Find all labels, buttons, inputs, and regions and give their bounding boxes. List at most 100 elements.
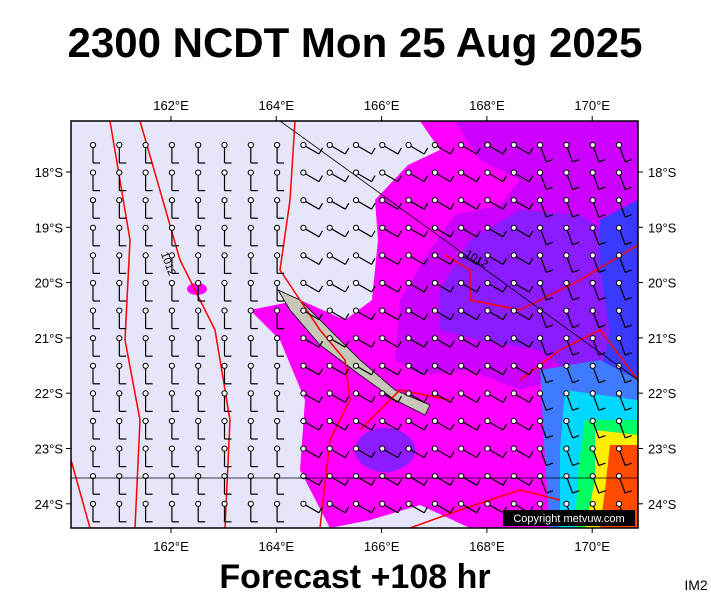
barb-station [247,445,254,452]
barb-flag [423,396,429,403]
barb-station [168,252,175,259]
barb-station [168,279,175,287]
barb-station [116,224,123,231]
barb-flag [572,158,580,163]
barb-flag [598,324,606,329]
barb-flag [449,147,455,155]
barb-station [484,362,491,369]
barb-station [221,169,228,176]
barb-station [510,473,517,480]
barb-station [589,169,596,176]
barb-flag [371,313,376,320]
barb-flag [423,451,429,458]
x-tick-label: 168°E [469,539,505,554]
barb-station [537,279,544,287]
barb-flag [502,368,508,376]
barb-station [537,500,544,507]
barb-station [537,417,544,425]
barb-station [221,224,228,231]
barb-station [484,335,491,342]
barb-flag [344,396,350,403]
barb-station [405,390,412,397]
barb-station [537,141,544,149]
barb-station [195,197,202,204]
barb-station [247,335,254,342]
barb-flag [449,368,455,376]
barb-station [116,335,123,342]
barb-flag [371,451,376,458]
barb-flag [397,340,402,348]
y-tick-label: 18°S [35,165,64,180]
y-tick-label: 24°S [648,497,677,512]
barb-flag [546,158,554,163]
barb-station [300,224,307,231]
barb-station [510,197,517,204]
barb-station [142,390,149,397]
barb-flag [423,230,429,238]
barb-station [142,417,149,425]
barb-station [379,362,386,369]
barb-station [89,307,97,314]
barb-station [168,307,175,314]
barb-station [352,417,360,425]
barb-flag [598,434,606,439]
barb-flag [476,340,481,348]
barb-station [326,169,333,176]
barb-station [589,252,596,259]
barb-station [537,252,544,259]
barb-flag [546,241,554,246]
barb-flag [318,147,324,155]
barb-flag [371,175,376,182]
barb-station [510,445,517,452]
barb-station [458,390,465,397]
barb-station [89,169,97,176]
barb-station [379,141,386,149]
barb-station [484,169,491,176]
barb-flag [528,423,534,431]
barb-flag [397,202,402,210]
barb-station [405,197,412,204]
barb-station [379,197,386,204]
barb-flag [572,407,580,411]
barb-station [510,500,517,507]
barb-flag [397,396,402,403]
barb-flag [449,258,455,265]
barb-station [458,169,465,176]
x-tick-label: 168°E [469,98,505,113]
ref-line [279,121,638,381]
barb-station [589,335,596,342]
barb-flag [449,175,455,182]
barb-station [563,169,570,176]
barb-station [116,197,123,204]
barb-station [168,417,175,425]
barb-station [510,362,517,369]
barb-station [247,141,254,149]
barb-flag [397,285,402,293]
barb-station [195,307,202,314]
barb-flag [423,423,429,431]
barb-station [247,500,254,507]
barb-flag [546,434,554,439]
barb-station [484,445,491,452]
barb-flag [318,202,324,210]
barb-flag [546,324,554,329]
barb-station [352,252,360,259]
barb-flag [502,285,508,293]
barb-station [274,390,281,397]
barb-station [116,141,123,149]
barb-flag [546,214,554,218]
barb-station [589,224,596,231]
barb-station [510,335,517,342]
barb-flag [344,423,350,431]
barb-station [274,169,281,176]
barb-station [221,252,228,259]
barb-flag [423,258,429,265]
barb-flag [344,202,350,210]
barb-station [615,307,623,314]
barb-station [89,473,97,480]
barb-flag [423,202,429,210]
barb-station [563,390,570,397]
y-tick-label: 18°S [648,165,677,180]
barb-station [300,417,307,425]
barb-station [300,445,307,452]
